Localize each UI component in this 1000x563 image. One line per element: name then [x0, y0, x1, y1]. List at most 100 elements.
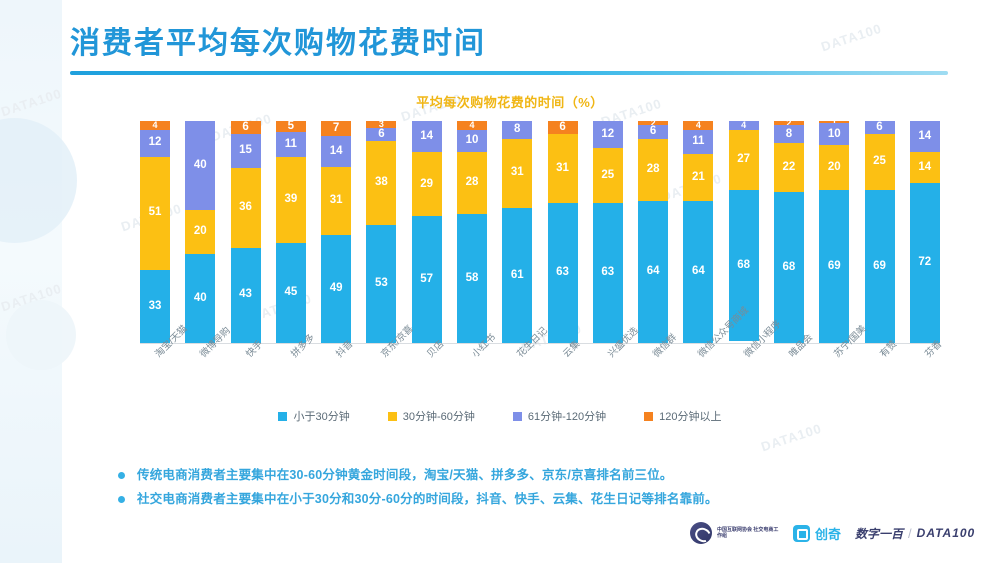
bar-value-label: 10 — [465, 134, 479, 147]
bar-value-label: 40 — [193, 158, 207, 171]
bar-value-label: 6 — [378, 127, 385, 140]
chart-legend: 小于30分钟 30分钟-60分钟 61分钟-120分钟 120分钟以上 — [0, 408, 1000, 424]
bar-segment: 40 — [185, 254, 216, 343]
bar-value-label: 72 — [918, 256, 932, 269]
logo-chuangqi: 创奇 — [793, 524, 841, 543]
legend-item[interactable]: 30分钟-60分钟 — [387, 408, 475, 424]
bar-value-label: 51 — [148, 206, 162, 219]
bar-column[interactable]: 6 31 63 — [547, 121, 578, 343]
bar-value-label: 12 — [601, 127, 615, 140]
bar-column[interactable]: 4 10 28 58 — [456, 121, 487, 343]
bar-column[interactable]: 14 29 57 — [411, 121, 442, 343]
bar-segment: 4 — [728, 121, 759, 130]
bar-segment: 21 — [683, 154, 714, 201]
left-decoration — [0, 0, 62, 563]
bar-segment: 14 — [909, 121, 940, 153]
bar-column[interactable]: 2 8 22 68 — [773, 121, 804, 343]
bar-value-label: 21 — [691, 170, 705, 183]
bar-segment: 27 — [728, 129, 759, 190]
bar-value-label: 8 — [785, 127, 793, 140]
bar-column[interactable]: 40 20 40 — [185, 121, 216, 343]
legend-swatch-icon — [644, 411, 654, 421]
bar-segment: 33 — [140, 269, 170, 343]
bar-segment: 25 — [864, 134, 895, 190]
bar-segment: 49 — [321, 235, 352, 343]
bar-column[interactable]: 4 12 51 33 — [140, 121, 170, 343]
bar-segment: 2 — [773, 121, 804, 126]
bar-value-label: 27 — [737, 153, 751, 166]
bar-value-label: 12 — [148, 136, 162, 149]
bar-segment: 20 — [819, 145, 850, 190]
bar-segment: 11 — [275, 132, 306, 157]
bar-value-label: 45 — [284, 286, 298, 299]
legend-label: 30分钟-60分钟 — [402, 411, 475, 423]
bar-value-label: 68 — [737, 258, 751, 271]
bullet-text: 传统电商消费者主要集中在30-60分钟黄金时间段，淘宝/天猫、拼多多、京东/京喜… — [137, 468, 673, 482]
bar-segment: 2 — [638, 121, 669, 126]
bar-column[interactable]: 4 27 68 — [728, 121, 759, 343]
header: 消费者平均每次购物花费时间 — [70, 22, 950, 75]
page-title: 消费者平均每次购物花费时间 — [70, 27, 486, 60]
bar-value-label: 4 — [695, 121, 701, 130]
insight-bullets: 传统电商消费者主要集中在30-60分钟黄金时间段，淘宝/天猫、拼多多、京东/京喜… — [118, 466, 918, 514]
bar-segment: 31 — [502, 138, 533, 208]
bar-segment: 14 — [321, 136, 352, 168]
bar-column[interactable]: 3 6 38 53 — [366, 121, 397, 343]
bar-column[interactable]: 7 14 31 49 — [321, 121, 352, 343]
bar-segment: 68 — [773, 192, 804, 343]
bar-segment: 4 — [683, 121, 714, 130]
title-underline — [70, 71, 948, 75]
logo-data100: 数字一百 / DATA100 — [855, 525, 975, 542]
bar-segment: 51 — [140, 156, 170, 270]
bar-column[interactable]: 4 11 21 64 — [683, 121, 714, 343]
legend-swatch-icon — [278, 411, 288, 421]
legend-item[interactable]: 120分钟以上 — [644, 408, 722, 424]
bar-segment: 64 — [638, 200, 669, 343]
bar-value-label: 39 — [284, 193, 298, 206]
bar-value-label: 33 — [148, 299, 162, 312]
chart-title: 平均每次购物花费的时间（%） — [416, 95, 604, 110]
bar-value-label: 11 — [692, 135, 705, 148]
bar-segment: 45 — [275, 243, 306, 343]
bar-column[interactable]: 1 10 20 69 — [819, 121, 850, 343]
bar-column[interactable]: 14 14 72 — [909, 121, 940, 343]
bar-segment: 61 — [502, 207, 533, 343]
bar-segment: 6 — [638, 125, 669, 139]
bar-segment: 28 — [638, 138, 669, 201]
bar-segment: 7 — [321, 121, 352, 137]
bar-column[interactable]: 6 15 36 43 — [230, 121, 261, 343]
bar-segment: 28 — [456, 152, 487, 215]
bar-value-label: 14 — [918, 129, 932, 142]
decorative-circle-small — [6, 300, 76, 370]
bar-value-label: 64 — [691, 265, 705, 278]
chuangqi-name: 创奇 — [815, 526, 842, 542]
bar-column[interactable]: 5 11 39 45 — [275, 121, 306, 343]
bar-value-label: 31 — [556, 161, 569, 174]
bar-value-label: 61 — [510, 268, 524, 281]
bar-value-label: 1 — [832, 121, 837, 123]
insight-bullet: 社交电商消费者主要集中在小于30分和30分-60分的时间段，抖音、快手、云集、花… — [118, 490, 918, 508]
bar-value-label: 22 — [782, 160, 796, 173]
insight-bullet: 传统电商消费者主要集中在30-60分钟黄金时间段，淘宝/天猫、拼多多、京东/京喜… — [118, 466, 918, 484]
legend-item[interactable]: 小于30分钟 — [278, 408, 350, 424]
bar-column[interactable]: 6 25 69 — [864, 121, 895, 343]
bar-column[interactable]: 26 28 64 — [638, 121, 669, 343]
bar-value-label: 6 — [242, 121, 249, 133]
bar-value-label: 31 — [329, 194, 343, 207]
bar-value-label: 40 — [193, 291, 207, 304]
bar-value-label: 15 — [239, 144, 252, 157]
bar-value-label: 7 — [332, 121, 340, 134]
bar-value-label: 57 — [420, 272, 434, 285]
bar-value-label: 63 — [601, 266, 615, 279]
bar-segment: 10 — [819, 123, 850, 146]
bar-column[interactable]: 12 25 63 — [592, 121, 623, 343]
isc-name: 中国互联网协会 社交电商工作组 — [717, 527, 779, 539]
logo-separator: / — [908, 525, 912, 541]
bar-column[interactable]: 8 31 61 — [502, 121, 533, 343]
bar-segment: 43 — [230, 247, 261, 343]
data100-name-en: DATA100 — [916, 526, 976, 540]
bar-segment: 25 — [592, 147, 623, 204]
bar-segment: 58 — [456, 214, 487, 343]
bar-value-label: 69 — [873, 259, 886, 272]
legend-item[interactable]: 61分钟-120分钟 — [512, 408, 606, 424]
